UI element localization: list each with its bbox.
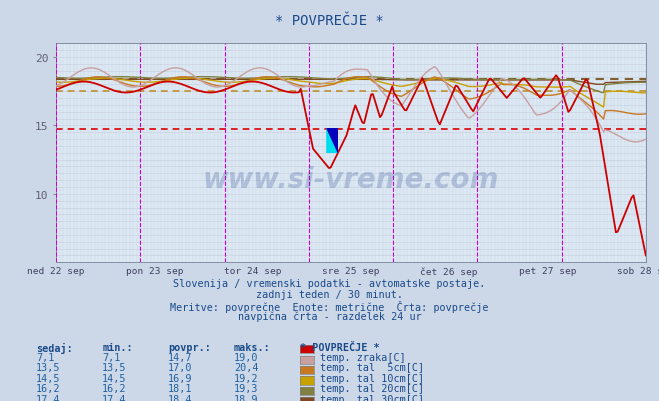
Text: čet 26 sep: čet 26 sep (420, 267, 478, 276)
Text: 14,7: 14,7 (168, 352, 192, 362)
Text: 17,4: 17,4 (102, 394, 127, 401)
Text: 16,2: 16,2 (36, 383, 61, 393)
Text: 19,0: 19,0 (234, 352, 258, 362)
Text: * POVPREČJE *: * POVPREČJE * (275, 14, 384, 28)
Text: pon 23 sep: pon 23 sep (126, 267, 183, 275)
Text: sedaj:: sedaj: (36, 342, 73, 352)
Text: 18,9: 18,9 (234, 394, 258, 401)
Text: Slovenija / vremenski podatki - avtomatske postaje.: Slovenija / vremenski podatki - avtomats… (173, 279, 486, 289)
Text: 13,5: 13,5 (102, 363, 127, 373)
Text: 7,1: 7,1 (102, 352, 121, 362)
Text: 14,5: 14,5 (36, 373, 61, 383)
Text: navpična črta - razdelek 24 ur: navpična črta - razdelek 24 ur (238, 311, 421, 322)
Text: maks.:: maks.: (234, 342, 271, 352)
Text: 13,5: 13,5 (36, 363, 61, 373)
Text: temp. zraka[C]: temp. zraka[C] (320, 352, 405, 362)
Text: sob 28 sep: sob 28 sep (617, 267, 659, 275)
Text: 17,4: 17,4 (36, 394, 61, 401)
Text: 16,2: 16,2 (102, 383, 127, 393)
Text: 18,4: 18,4 (168, 394, 192, 401)
Text: ned 22 sep: ned 22 sep (27, 267, 85, 275)
Text: 19,2: 19,2 (234, 373, 258, 383)
Text: 17,0: 17,0 (168, 363, 192, 373)
Polygon shape (327, 129, 338, 154)
Text: 16,9: 16,9 (168, 373, 192, 383)
Text: temp. tal 10cm[C]: temp. tal 10cm[C] (320, 373, 424, 383)
Text: pet 27 sep: pet 27 sep (519, 267, 576, 275)
Polygon shape (327, 129, 338, 154)
Text: min.:: min.: (102, 342, 132, 352)
Text: tor 24 sep: tor 24 sep (224, 267, 281, 275)
Text: povpr.:: povpr.: (168, 342, 211, 352)
Text: Meritve: povprečne  Enote: metrične  Črta: povprečje: Meritve: povprečne Enote: metrične Črta:… (170, 300, 489, 312)
Text: temp. tal 30cm[C]: temp. tal 30cm[C] (320, 394, 424, 401)
Text: zadnji teden / 30 minut.: zadnji teden / 30 minut. (256, 290, 403, 300)
Text: 20,4: 20,4 (234, 363, 258, 373)
Text: 19,3: 19,3 (234, 383, 258, 393)
Text: sre 25 sep: sre 25 sep (322, 267, 380, 275)
Text: 14,5: 14,5 (102, 373, 127, 383)
Text: 7,1: 7,1 (36, 352, 55, 362)
Text: temp. tal 20cm[C]: temp. tal 20cm[C] (320, 383, 424, 393)
Text: * POVPREČJE *: * POVPREČJE * (300, 342, 380, 352)
Text: 18,1: 18,1 (168, 383, 192, 393)
Text: temp. tal  5cm[C]: temp. tal 5cm[C] (320, 363, 424, 373)
Text: www.si-vreme.com: www.si-vreme.com (203, 166, 499, 194)
